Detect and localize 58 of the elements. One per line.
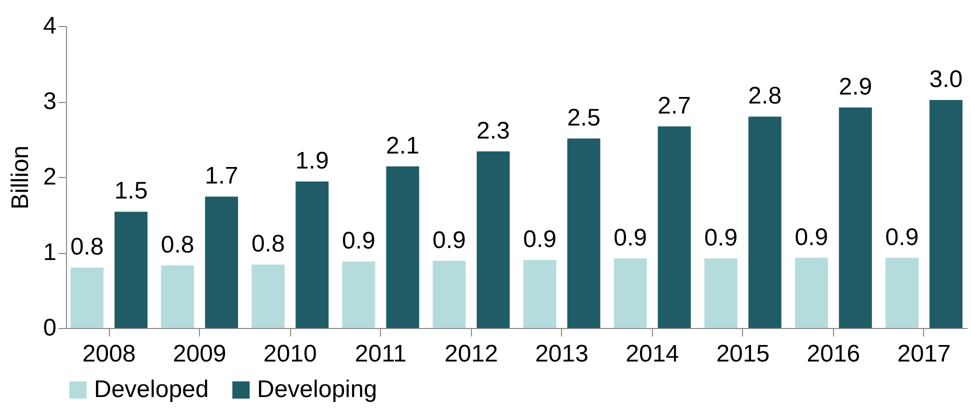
data-label: 2.5	[567, 104, 600, 132]
bar	[838, 108, 872, 328]
bar	[252, 264, 285, 328]
bar	[296, 182, 329, 328]
bar	[567, 138, 600, 328]
data-label: 1.5	[114, 178, 148, 205]
data-label: 0.9	[614, 224, 648, 252]
bar	[614, 258, 647, 328]
bar	[523, 260, 556, 328]
y-tick-label: 3	[43, 88, 56, 115]
data-label: 2.9	[838, 74, 872, 101]
data-label: 0.9	[704, 224, 738, 252]
legend-label: Developing	[257, 376, 378, 403]
x-tick-label: 2015	[716, 340, 770, 368]
bar	[342, 262, 376, 328]
data-label: 2.3	[476, 117, 510, 144]
x-tick-label: 2014	[626, 340, 680, 368]
x-tick-label: 2017	[897, 340, 951, 368]
x-tick-label: 2008	[82, 340, 136, 368]
x-tick-label: 2016	[806, 340, 860, 368]
data-label: 2.1	[386, 132, 420, 160]
x-tick-label: 2010	[263, 340, 317, 368]
x-tick-label: 2012	[444, 340, 498, 368]
bar	[748, 116, 782, 328]
data-label: 0.8	[160, 231, 194, 258]
data-label: 0.8	[251, 230, 285, 258]
bar	[704, 258, 738, 328]
bar	[476, 151, 510, 328]
y-tick-label: 2	[43, 164, 56, 190]
bar	[205, 196, 238, 328]
data-label: 2.7	[658, 92, 692, 120]
bar	[886, 258, 918, 328]
data-label: 0.9	[432, 226, 466, 254]
y-axis-title: Billion	[7, 145, 34, 210]
x-tick-label: 2013	[535, 340, 588, 368]
data-label: 0.9	[794, 224, 828, 251]
y-tick-label: 1	[43, 239, 56, 266]
x-tick-label: 2009	[172, 340, 226, 368]
bar	[114, 212, 148, 328]
y-tick-label: 4	[43, 12, 56, 40]
bar	[70, 268, 104, 328]
data-label: 0.8	[70, 234, 104, 261]
data-label: 3.0	[929, 66, 963, 93]
data-label: 2.8	[748, 82, 782, 110]
x-tick-label: 2011	[354, 340, 406, 368]
bar	[658, 126, 691, 328]
y-tick-label: 0	[43, 314, 56, 342]
data-label: 1.9	[295, 148, 329, 175]
data-label: 0.9	[523, 226, 556, 254]
data-label: 0.9	[342, 228, 376, 255]
bar	[929, 100, 962, 328]
bar	[432, 260, 466, 328]
bar	[161, 265, 194, 328]
bar	[386, 166, 420, 328]
data-label: 1.7	[204, 162, 238, 190]
bar	[794, 258, 828, 328]
legend-label: Developed	[94, 376, 209, 403]
data-label: 0.9	[885, 224, 919, 251]
